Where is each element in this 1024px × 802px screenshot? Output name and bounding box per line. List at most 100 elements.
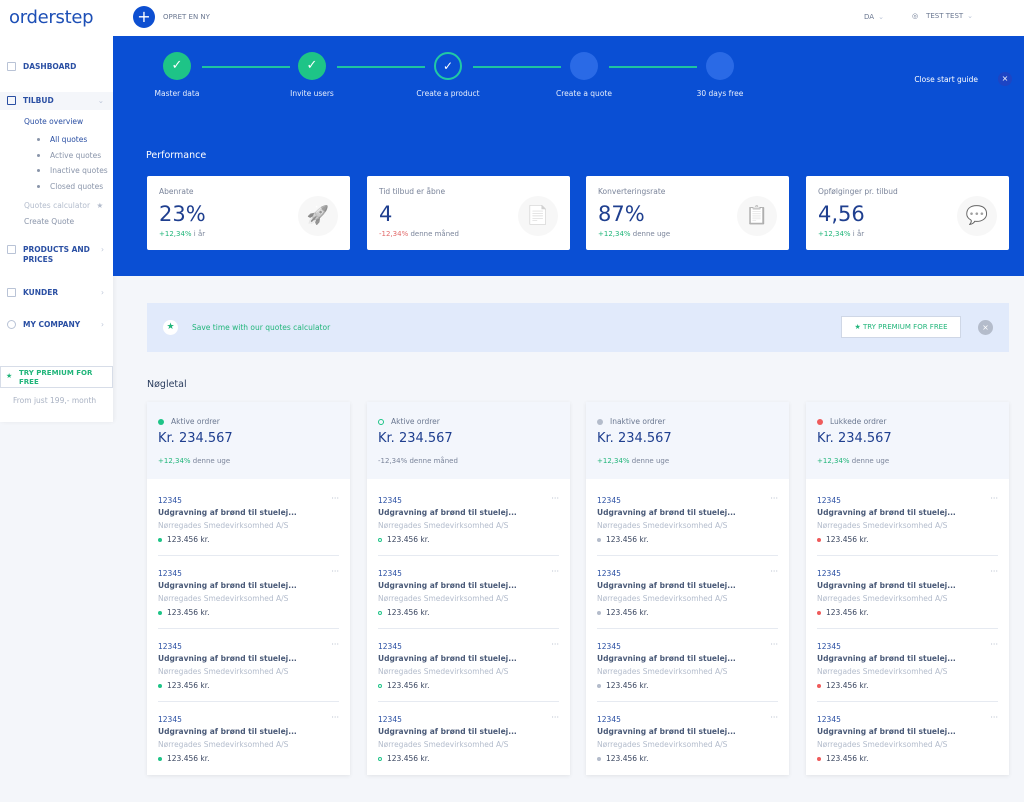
order-price: 123.456 kr. bbox=[387, 535, 430, 544]
more-options-icon[interactable]: ··· bbox=[331, 567, 339, 576]
quote-overview-link[interactable]: Quote overview bbox=[24, 117, 84, 126]
list-item[interactable]: 12345 ··· Udgravning af brønd til stuelej.… bbox=[817, 702, 998, 775]
close-banner-icon[interactable]: × bbox=[978, 320, 993, 335]
order-id[interactable]: 12345 bbox=[378, 569, 402, 578]
list-item[interactable]: 12345 ··· Udgravning af brønd til stuelej.… bbox=[378, 556, 559, 629]
more-options-icon[interactable]: ··· bbox=[770, 713, 778, 722]
all-quotes-link[interactable]: All quotes bbox=[36, 135, 87, 144]
more-options-icon[interactable]: ··· bbox=[331, 640, 339, 649]
kpi-card[interactable]: Abenrate 23% +12,34% i år 🚀 bbox=[147, 176, 350, 250]
sidebar-item-kunder[interactable]: KUNDER › bbox=[0, 288, 113, 297]
status-dot-icon bbox=[597, 611, 601, 615]
list-item[interactable]: 12345 ··· Udgravning af brønd til stuelej.… bbox=[817, 629, 998, 702]
order-company: Nørregades Smedevirksomhed A/S bbox=[158, 594, 289, 603]
list-item[interactable]: 12345 ··· Udgravning af brønd til stuelej.… bbox=[158, 556, 339, 629]
order-id[interactable]: 12345 bbox=[158, 715, 182, 724]
list-item[interactable]: 12345 ··· Udgravning af brønd til stuelej.… bbox=[817, 556, 998, 629]
close-icon[interactable]: × bbox=[998, 72, 1012, 86]
step-done-indicator[interactable]: ✓ bbox=[298, 52, 326, 80]
more-options-icon[interactable]: ··· bbox=[990, 567, 998, 576]
order-company: Nørregades Smedevirksomhed A/S bbox=[597, 594, 728, 603]
step-done-indicator[interactable]: ✓ bbox=[163, 52, 191, 80]
kpi-delta-row: -12,34% denne måned bbox=[379, 230, 459, 238]
order-id[interactable]: 12345 bbox=[597, 569, 621, 578]
order-id[interactable]: 12345 bbox=[597, 496, 621, 505]
try-premium-button[interactable]: ★ TRY PREMIUM FOR FREE bbox=[841, 316, 961, 338]
list-item[interactable]: 12345 ··· Udgravning af brønd til stuelej.… bbox=[158, 702, 339, 775]
order-id[interactable]: 12345 bbox=[817, 642, 841, 651]
order-company: Nørregades Smedevirksomhed A/S bbox=[597, 667, 728, 676]
inactive-quotes-link[interactable]: Inactive quotes bbox=[37, 166, 108, 175]
more-options-icon[interactable]: ··· bbox=[331, 713, 339, 722]
kpi-delta: +12,34% bbox=[159, 230, 192, 238]
order-id[interactable]: 12345 bbox=[597, 715, 621, 724]
order-id[interactable]: 12345 bbox=[378, 496, 402, 505]
more-options-icon[interactable]: ··· bbox=[551, 494, 559, 503]
order-id[interactable]: 12345 bbox=[378, 715, 402, 724]
order-id[interactable]: 12345 bbox=[158, 496, 182, 505]
order-id[interactable]: 12345 bbox=[817, 715, 841, 724]
closed-quotes-link[interactable]: Closed quotes bbox=[36, 182, 103, 191]
more-options-icon[interactable]: ··· bbox=[551, 567, 559, 576]
list-item[interactable]: 12345 ··· Udgravning af brønd til stuelej.… bbox=[378, 483, 559, 556]
more-options-icon[interactable]: ··· bbox=[990, 640, 998, 649]
order-id[interactable]: 12345 bbox=[158, 642, 182, 651]
order-list: 12345 ··· Udgravning af brønd til stuelej.… bbox=[367, 479, 570, 775]
sidebar-item-company[interactable]: MY COMPANY › bbox=[0, 320, 113, 329]
more-options-icon[interactable]: ··· bbox=[990, 713, 998, 722]
kpi-card[interactable]: Tid tilbud er åbne 4 -12,34% denne måned 📄 bbox=[367, 176, 570, 250]
order-title: Udgravning af brønd til stuelej... bbox=[158, 508, 297, 517]
card-header: Aktive ordrer Kr. 234.567 -12,34% denne må… bbox=[367, 402, 570, 479]
language-select[interactable]: DA ⌄ bbox=[864, 13, 884, 21]
order-id[interactable]: 12345 bbox=[817, 569, 841, 578]
order-id[interactable]: 12345 bbox=[597, 642, 621, 651]
kpi-card[interactable]: Konverteringsrate 87% +12,34% denne uge 📋 bbox=[586, 176, 789, 250]
step-connector bbox=[473, 66, 561, 68]
step-todo-indicator[interactable] bbox=[706, 52, 734, 80]
more-options-icon[interactable]: ··· bbox=[551, 640, 559, 649]
step-current-indicator[interactable]: ✓ bbox=[434, 52, 462, 80]
list-item[interactable]: 12345 ··· Udgravning af brønd til stuelej.… bbox=[158, 629, 339, 702]
quotes-calculator-link[interactable]: Quotes calculator ★ bbox=[24, 201, 103, 210]
sidebar-item-tilbud[interactable]: TILBUD ⌄ bbox=[0, 92, 113, 110]
create-new-button[interactable]: OPRET EN NY bbox=[163, 13, 210, 21]
list-item[interactable]: 12345 ··· Udgravning af brønd til stuelej.… bbox=[378, 629, 559, 702]
list-item[interactable]: 12345 ··· Udgravning af brønd til stuelej.… bbox=[158, 483, 339, 556]
kpi-period: denne måned bbox=[410, 230, 459, 238]
logo[interactable]: orderstep bbox=[9, 7, 94, 28]
list-item[interactable]: 12345 ··· Udgravning af brønd til stuelej.… bbox=[597, 629, 778, 702]
gear-icon bbox=[7, 320, 16, 329]
user-menu[interactable]: ◎ TEST TEST ⌄ bbox=[912, 12, 973, 20]
try-premium-button[interactable]: ★ TRY PREMIUM FOR FREE bbox=[0, 366, 113, 388]
list-item[interactable]: 12345 ··· Udgravning af brønd til stuelej.… bbox=[597, 483, 778, 556]
active-quotes-link[interactable]: Active quotes bbox=[36, 151, 101, 160]
order-id[interactable]: 12345 bbox=[378, 642, 402, 651]
more-options-icon[interactable]: ··· bbox=[770, 567, 778, 576]
step-todo-indicator[interactable] bbox=[570, 52, 598, 80]
more-options-icon[interactable]: ··· bbox=[770, 640, 778, 649]
kpi-card[interactable]: Opfølginger pr. tilbud 4,56 +12,34% i år 💬 bbox=[806, 176, 1009, 250]
list-item[interactable]: 12345 ··· Udgravning af brønd til stuelej.… bbox=[378, 702, 559, 775]
more-options-icon[interactable]: ··· bbox=[990, 494, 998, 503]
more-options-icon[interactable]: ··· bbox=[551, 713, 559, 722]
close-start-guide-link[interactable]: Close start guide bbox=[914, 75, 978, 84]
more-options-icon[interactable]: ··· bbox=[331, 494, 339, 503]
kpi-delta-row: +12,34% i år bbox=[818, 230, 864, 238]
order-title: Udgravning af brønd til stuelej... bbox=[817, 581, 956, 590]
order-id[interactable]: 12345 bbox=[817, 496, 841, 505]
plus-icon[interactable]: + bbox=[133, 6, 155, 28]
card-header: Inaktive ordrer Kr. 234.567 +12,34% denne … bbox=[586, 402, 789, 479]
card-header: Lukkede ordrer Kr. 234.567 +12,34% denne u… bbox=[806, 402, 1009, 479]
order-price: 123.456 kr. bbox=[387, 681, 430, 690]
order-id[interactable]: 12345 bbox=[158, 569, 182, 578]
list-item[interactable]: 12345 ··· Udgravning af brønd til stuelej.… bbox=[597, 556, 778, 629]
more-options-icon[interactable]: ··· bbox=[770, 494, 778, 503]
list-item[interactable]: 12345 ··· Udgravning af brønd til stuelej.… bbox=[597, 702, 778, 775]
order-price: 123.456 kr. bbox=[826, 608, 869, 617]
card-label: Lukkede ordrer bbox=[830, 417, 887, 426]
card-period: denne uge bbox=[851, 457, 890, 465]
list-item[interactable]: 12345 ··· Udgravning af brønd til stuelej.… bbox=[817, 483, 998, 556]
create-quote-link[interactable]: Create Quote bbox=[24, 217, 75, 226]
sidebar-item-products[interactable]: PRODUCTS AND PRICES › bbox=[0, 245, 113, 265]
sidebar-item-dashboard[interactable]: DASHBOARD bbox=[0, 62, 113, 71]
